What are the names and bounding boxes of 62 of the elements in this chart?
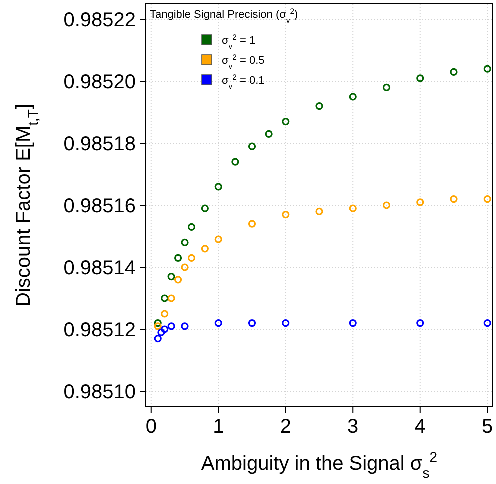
point bbox=[181, 238, 189, 246]
point bbox=[154, 335, 162, 343]
point bbox=[248, 320, 256, 328]
point bbox=[382, 202, 391, 210]
x-tick-label: 3 bbox=[348, 416, 359, 438]
y-tick-label: 0.98518 bbox=[64, 134, 136, 156]
point bbox=[161, 310, 169, 318]
point bbox=[174, 276, 182, 284]
point bbox=[416, 74, 424, 82]
legend-title: Tangible Signal Precision (σ$_{v}$$^{2}$) bbox=[150, 6, 298, 24]
legend-label: σ$_{v}$$^{2}$ = 0.1 bbox=[222, 72, 265, 90]
point bbox=[161, 294, 169, 302]
point bbox=[484, 65, 492, 73]
point bbox=[214, 236, 222, 244]
point bbox=[201, 245, 209, 253]
point bbox=[450, 196, 458, 204]
point bbox=[214, 320, 222, 328]
point bbox=[161, 326, 169, 334]
point bbox=[168, 294, 176, 302]
point bbox=[282, 320, 290, 328]
x-tick-label: 1 bbox=[213, 416, 224, 438]
point bbox=[248, 142, 256, 150]
point bbox=[181, 322, 189, 330]
point bbox=[316, 208, 324, 216]
point bbox=[265, 130, 273, 138]
point bbox=[416, 198, 424, 206]
x-tick-label: 2 bbox=[280, 416, 292, 438]
point bbox=[382, 84, 391, 92]
point bbox=[168, 273, 176, 281]
point bbox=[188, 254, 196, 262]
legend-label: σ$_{v}$$^{2}$ = 1 bbox=[222, 32, 256, 50]
point bbox=[248, 220, 256, 228]
point bbox=[349, 204, 357, 212]
y-tick-label: 0.98522 bbox=[64, 10, 136, 32]
x-tick-label: 4 bbox=[414, 416, 426, 438]
point bbox=[214, 183, 222, 191]
point bbox=[282, 211, 290, 219]
y-tick-label: 0.98520 bbox=[64, 72, 136, 94]
point bbox=[416, 320, 424, 328]
point bbox=[158, 328, 166, 336]
point bbox=[349, 320, 357, 328]
point bbox=[316, 102, 324, 110]
legend-label: σ$_{v}$$^{2}$ = 0.5 bbox=[222, 52, 265, 70]
y-tick-label: 0.98516 bbox=[64, 196, 136, 218]
x-tick-label: 0 bbox=[146, 416, 157, 438]
y-tick-label: 0.98510 bbox=[64, 382, 136, 404]
y-tick-label: 0.98512 bbox=[64, 320, 136, 342]
point bbox=[174, 254, 182, 262]
point bbox=[154, 322, 162, 330]
point bbox=[154, 320, 162, 328]
point bbox=[484, 196, 492, 204]
point bbox=[282, 118, 290, 126]
point bbox=[232, 158, 240, 166]
point bbox=[188, 223, 196, 231]
y-tick-label: 0.98514 bbox=[64, 258, 136, 280]
point bbox=[168, 322, 176, 330]
point bbox=[450, 68, 458, 76]
point bbox=[201, 204, 209, 212]
x-tick-label: 5 bbox=[482, 416, 494, 438]
point bbox=[349, 93, 357, 101]
point bbox=[181, 264, 189, 272]
point bbox=[484, 320, 492, 328]
